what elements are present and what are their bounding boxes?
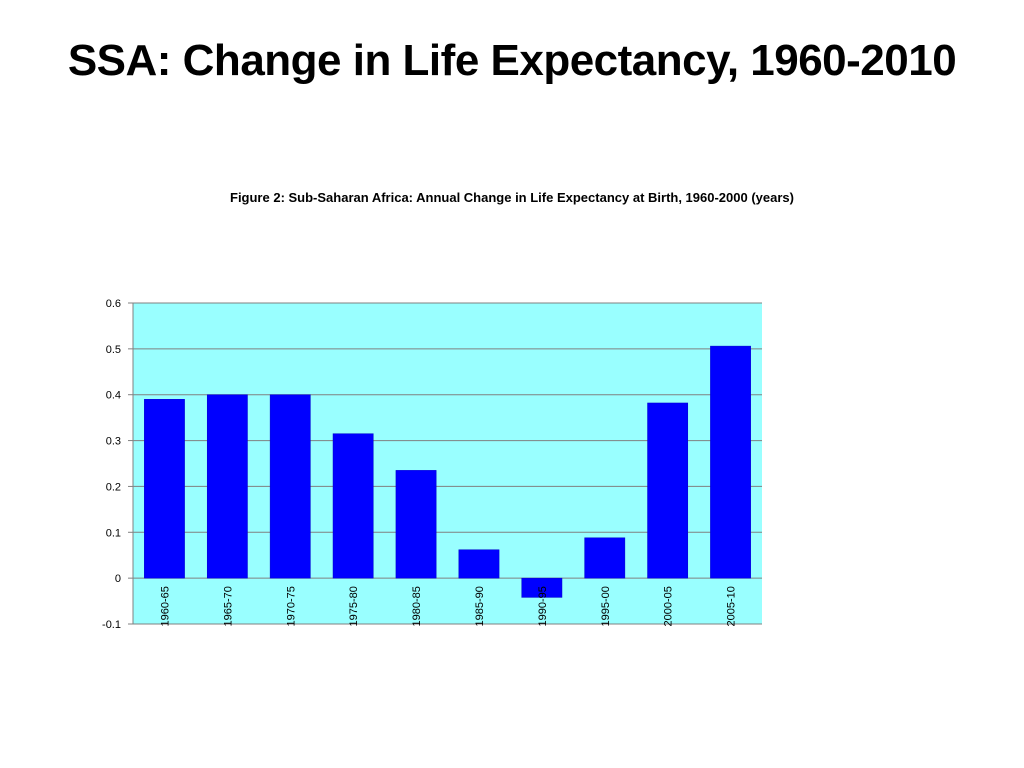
bar	[521, 577, 563, 598]
y-tick-label: 0.1	[106, 527, 121, 539]
y-tick-label: 0.6	[106, 298, 121, 310]
x-tick-label: 2000-05	[663, 586, 675, 626]
x-tick-label: 1970-75	[285, 586, 297, 626]
bar	[647, 402, 689, 579]
bar	[458, 549, 500, 579]
x-tick-label: 1990-95	[537, 586, 549, 626]
y-tick-label: -0.1	[102, 619, 121, 631]
bar	[332, 433, 374, 579]
x-tick-label: 1975-80	[348, 586, 360, 626]
x-tick-label: 2005-10	[726, 586, 738, 626]
bar	[584, 537, 626, 579]
bar	[144, 399, 185, 579]
x-tick-label: 1985-90	[474, 586, 486, 626]
x-tick-label: 1995-00	[600, 586, 612, 626]
y-tick-label: 0.2	[106, 481, 121, 493]
slide-title: SSA: Change in Life Expectancy, 1960-201…	[67, 36, 957, 85]
y-tick-label: 0.3	[106, 436, 121, 448]
y-tick-label: 0	[115, 573, 121, 585]
chart-title: Figure 2: Sub-Saharan Africa: Annual Cha…	[230, 190, 794, 205]
x-tick-label: 1965-70	[222, 586, 234, 626]
y-tick-label: 0.5	[106, 344, 121, 356]
bar	[206, 394, 248, 579]
bar	[710, 345, 751, 579]
x-tick-label: 1980-85	[411, 586, 423, 626]
x-tick-label: 1960-65	[159, 586, 171, 626]
bar	[395, 470, 437, 579]
bar	[269, 394, 311, 579]
y-tick-label: 0.4	[106, 390, 121, 402]
